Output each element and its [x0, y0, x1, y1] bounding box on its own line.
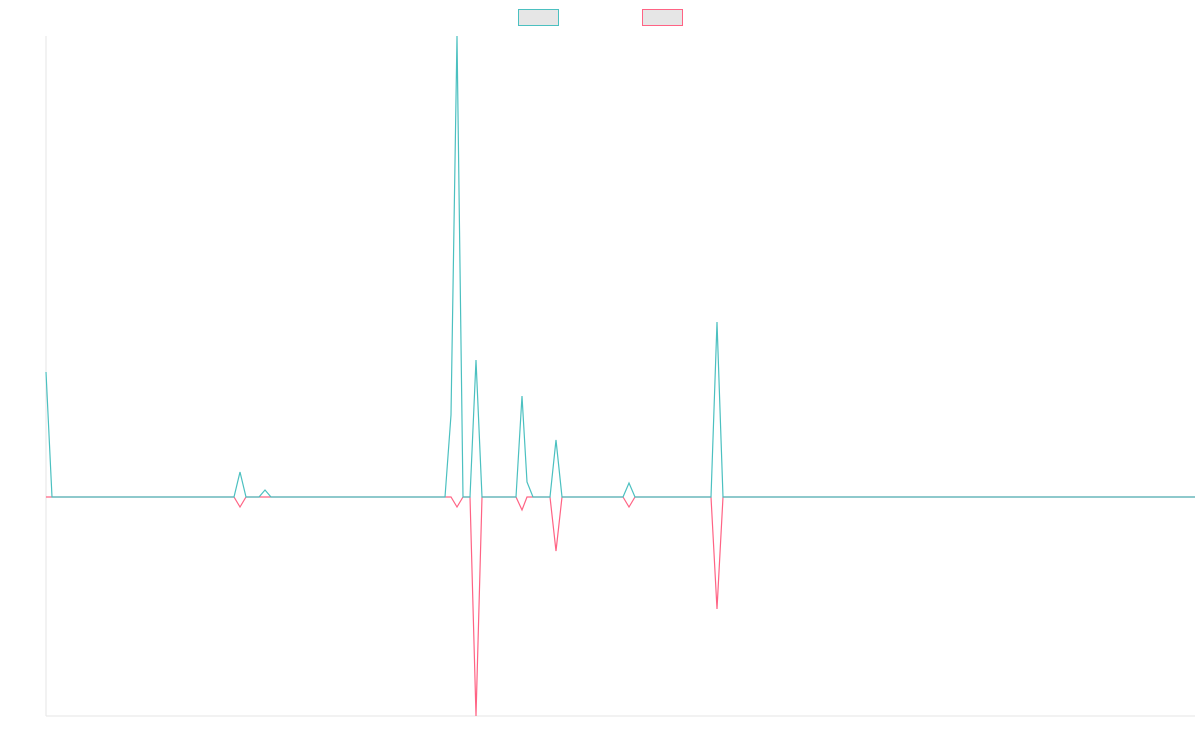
series-line: [45, 35, 1195, 498]
legend-swatch[interactable]: [518, 9, 559, 26]
legend-swatch[interactable]: [642, 9, 683, 26]
series-line: [46, 496, 1195, 717]
